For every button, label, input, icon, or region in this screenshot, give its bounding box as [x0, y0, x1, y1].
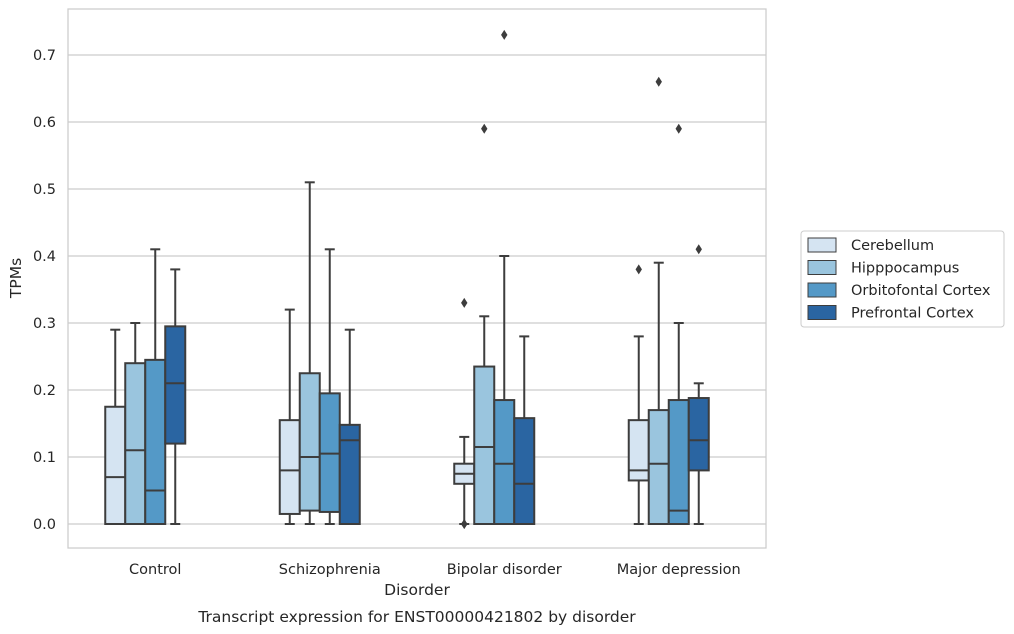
- outlier-point: [501, 29, 508, 40]
- box-iqr: [647, 409, 670, 526]
- y-tick-label: 0.3: [33, 316, 56, 332]
- y-axis-title: TPMs: [7, 258, 25, 299]
- box-1-2: [318, 248, 341, 525]
- outlier-point: [461, 297, 468, 308]
- outlier-point: [635, 264, 642, 275]
- box-iqr: [493, 399, 516, 525]
- box-iqr: [513, 417, 536, 526]
- box-2-0: [453, 297, 476, 529]
- x-axis-title: Disorder: [384, 581, 450, 599]
- outlier-point: [481, 123, 488, 134]
- box-3-3: [687, 244, 710, 525]
- outlier-point: [695, 244, 702, 255]
- y-tick-label: 0.2: [33, 383, 56, 399]
- box-3-1: [647, 76, 670, 526]
- legend: Cerebellum Hipppocampus Orbitofontal Corte…: [800, 230, 1005, 328]
- box-iqr: [473, 365, 496, 525]
- legend-label: Orbitofontal Cortex: [851, 283, 991, 299]
- box-iqr: [104, 405, 127, 525]
- legend-swatch: [807, 282, 837, 298]
- box-iqr: [687, 397, 710, 472]
- box-0-1: [124, 322, 147, 526]
- box-iqr: [164, 325, 187, 445]
- box-3-2: [667, 123, 690, 525]
- y-tick-label: 0.5: [33, 182, 56, 198]
- legend-frame: [800, 230, 1005, 328]
- y-tick-label: 0.6: [33, 115, 56, 131]
- box-3-0: [627, 264, 650, 525]
- legend-label: Cerebellum: [851, 238, 934, 254]
- x-tick-label: Bipolar disorder: [447, 562, 562, 578]
- box-1-3: [338, 328, 361, 525]
- box-iqr: [144, 358, 167, 525]
- box-2-2: [493, 29, 516, 525]
- outlier-point: [461, 519, 468, 529]
- outlier-point: [675, 123, 682, 134]
- y-tick-label: 0.1: [33, 450, 56, 466]
- box-2-1: [473, 123, 496, 525]
- x-tick-label: Schizophrenia: [279, 562, 381, 578]
- y-tick-labels: 0.0 0.1 0.2 0.3 0.4 0.5 0.6 0.7: [33, 48, 56, 533]
- box-iqr: [298, 372, 321, 512]
- legend-label: Prefrontal Cortex: [851, 306, 974, 322]
- legend-swatch: [807, 260, 837, 275]
- box-0-2: [144, 248, 167, 525]
- box-iqr: [318, 392, 341, 513]
- legend-swatch: [807, 237, 837, 253]
- box-1-1: [298, 181, 321, 525]
- box-iqr: [667, 399, 690, 525]
- y-tick-label: 0.7: [33, 48, 56, 64]
- box-0-3: [164, 268, 187, 525]
- chart-title: Transcript expression for ENST0000042180…: [197, 608, 636, 626]
- box-iqr: [124, 362, 147, 526]
- box-2-3: [513, 335, 536, 526]
- box-iqr: [338, 423, 361, 525]
- y-tick-label: 0.0: [33, 517, 56, 533]
- box-1-0: [278, 308, 301, 525]
- outlier-point: [655, 76, 662, 87]
- box-iqr: [278, 419, 301, 515]
- x-tick-labels: Control Schizophrenia Bipolar disorder Majo…: [129, 562, 741, 578]
- y-tick-label: 0.4: [33, 249, 56, 265]
- plot-frame: [67, 8, 767, 549]
- box-plots: [104, 29, 710, 529]
- legend-label: Hipppocampus: [851, 261, 959, 277]
- x-tick-label: Major depression: [617, 562, 741, 578]
- legend-swatch: [807, 305, 837, 320]
- box-0-0: [104, 328, 127, 525]
- x-tick-label: Control: [129, 562, 181, 578]
- box-iqr: [627, 419, 650, 482]
